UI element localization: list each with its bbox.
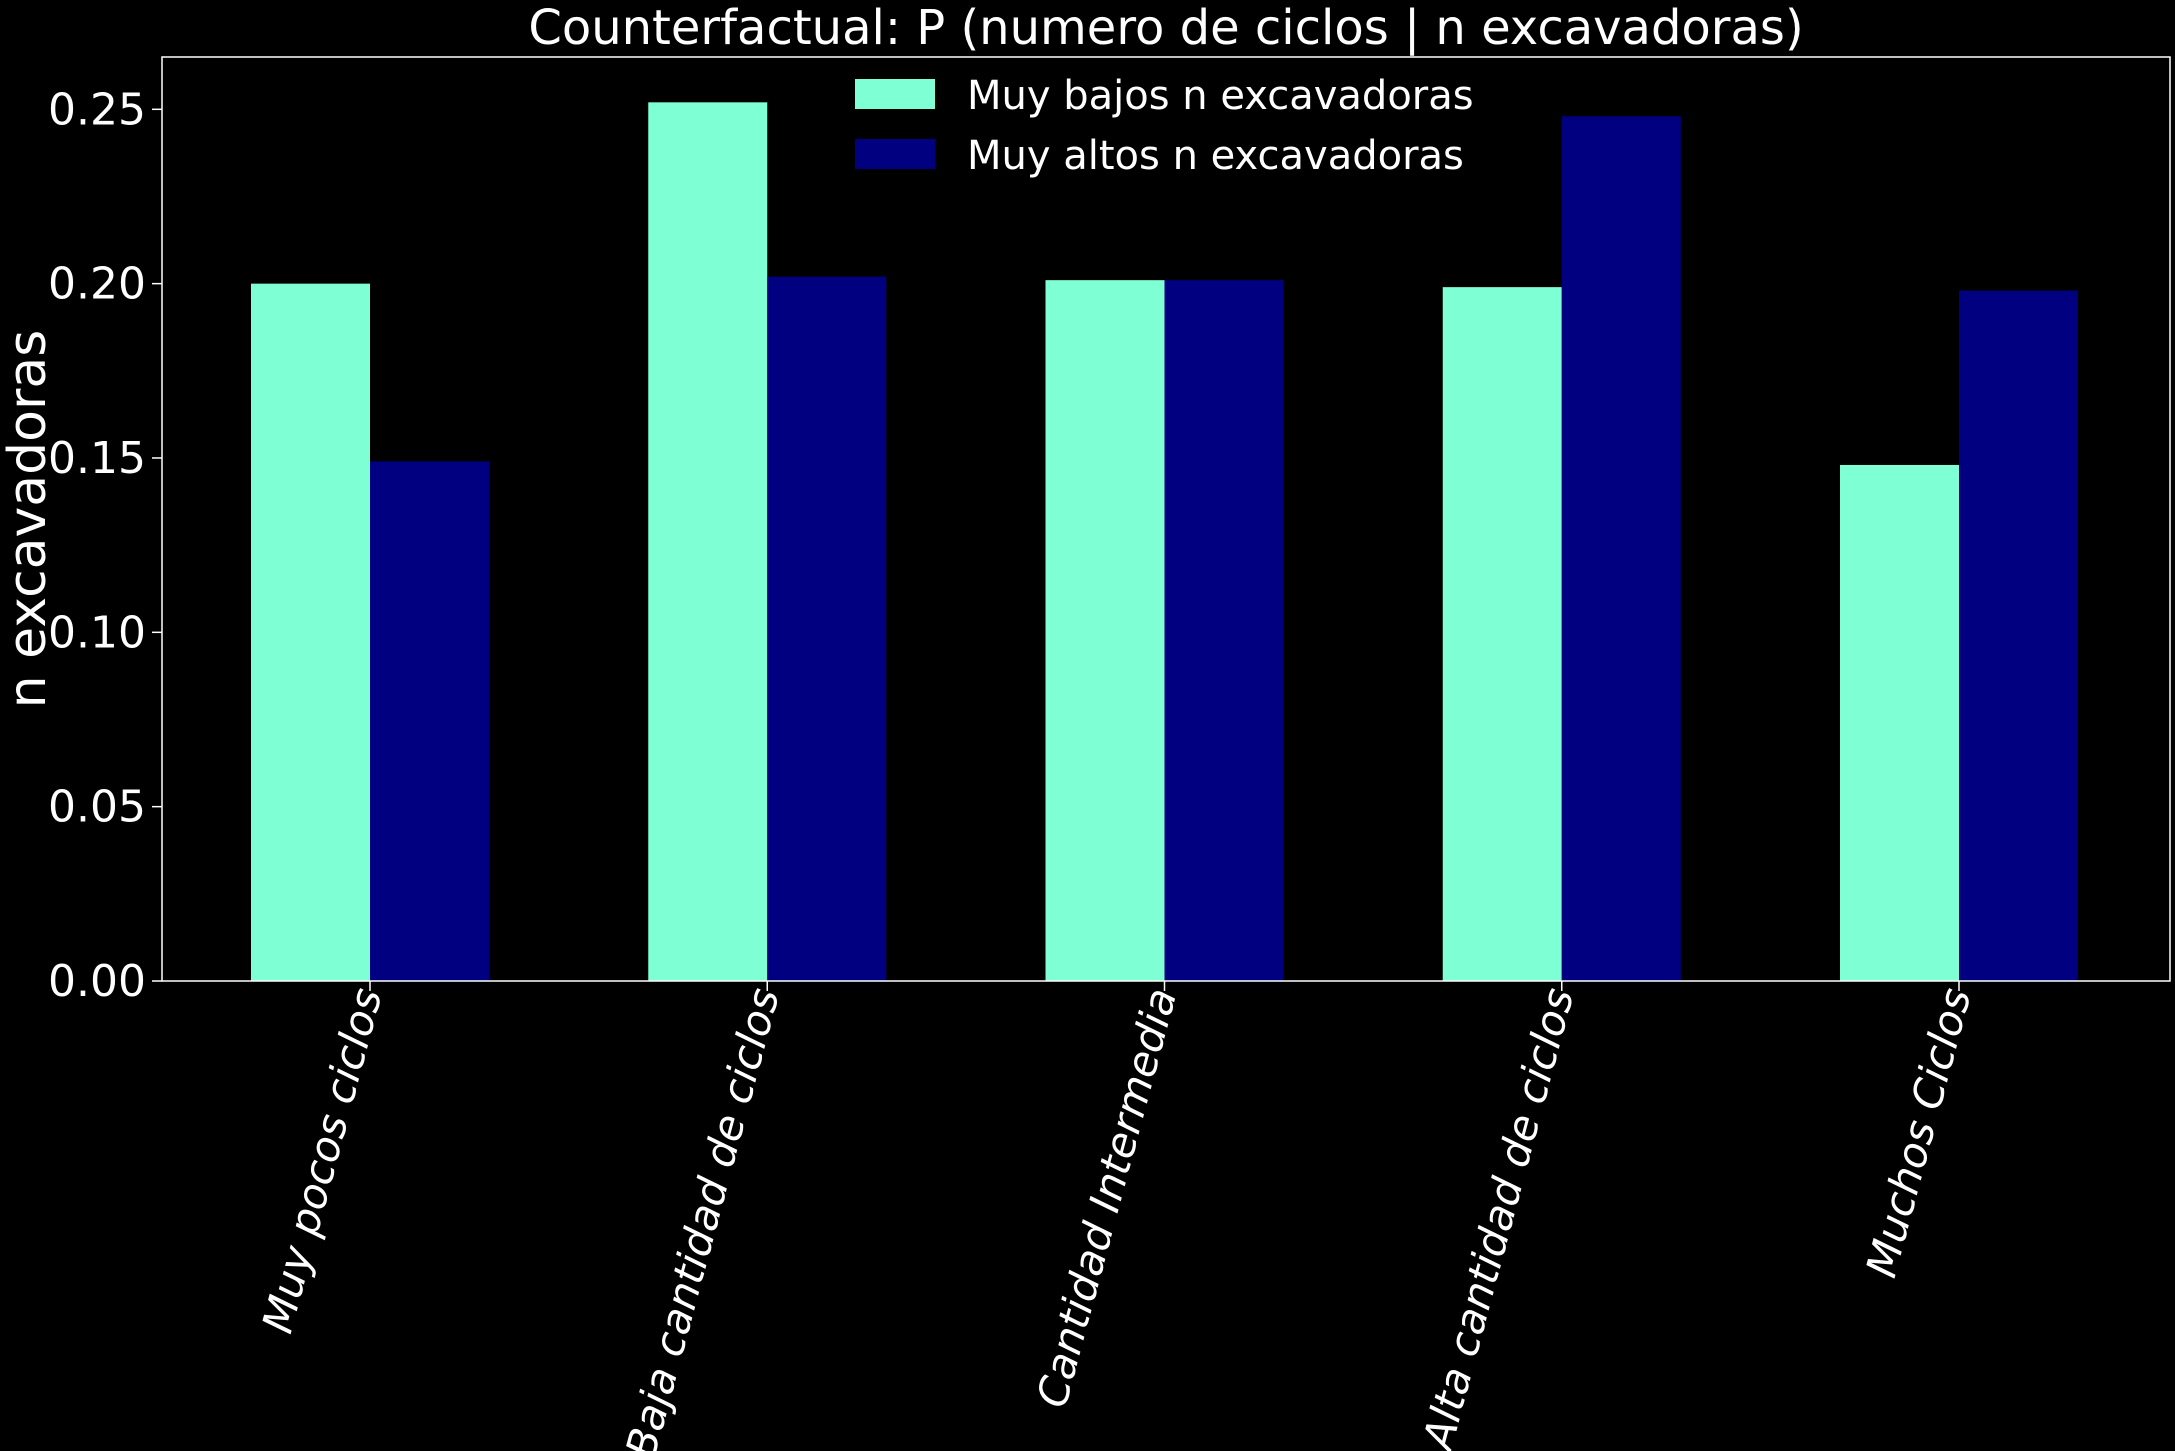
bars-layer <box>251 102 2078 982</box>
y-tick-label: 0.15 <box>48 433 146 484</box>
y-tick-label: 0.00 <box>48 956 146 1007</box>
bar-muy-altos-5 <box>1959 290 2078 981</box>
bar-muy-altos-3 <box>1164 280 1284 981</box>
legend: Muy bajos n excavadoras Muy altos n excav… <box>855 73 1474 179</box>
legend-label: Muy altos n excavadoras <box>967 133 1464 179</box>
bar-muy-bajos-1 <box>251 283 370 982</box>
y-tick-label: 0.05 <box>48 782 146 833</box>
y-axis: 0.00 0.05 0.10 0.15 0.20 0.25 <box>48 84 162 1007</box>
bar-muy-bajos-5 <box>1840 464 1959 981</box>
y-tick-label: 0.25 <box>48 84 146 135</box>
bar-muy-altos-1 <box>370 461 489 982</box>
legend-label: Muy bajos n excavadoras <box>967 73 1474 119</box>
y-tick-label: 0.10 <box>48 607 146 658</box>
legend-swatch <box>855 79 935 109</box>
bar-muy-altos-2 <box>767 276 887 981</box>
y-tick-label: 0.20 <box>48 259 146 310</box>
legend-swatch <box>855 139 935 169</box>
bar-muy-bajos-3 <box>1045 280 1165 981</box>
bar-muy-bajos-4 <box>1442 287 1562 981</box>
axes-frame <box>161 56 2171 982</box>
y-axis-label: n excavadoras <box>0 330 58 709</box>
chart-title: Counterfactual: P (numero de ciclos | n … <box>528 0 1803 56</box>
bar-muy-bajos-2 <box>648 102 768 981</box>
bar-muy-altos-4 <box>1561 116 1681 982</box>
